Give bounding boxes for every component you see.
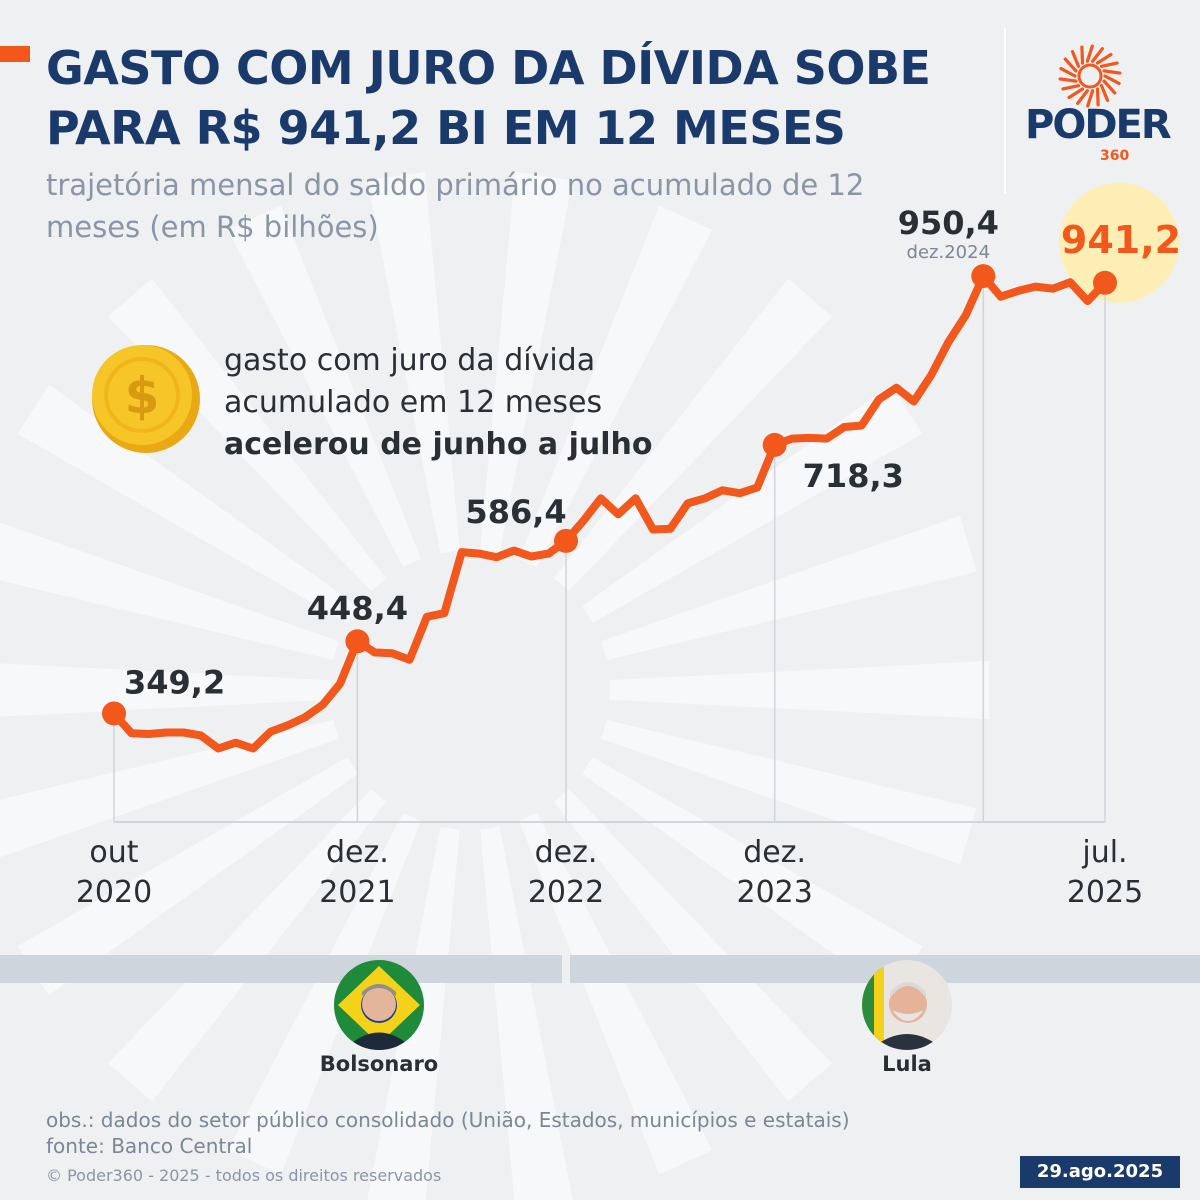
data-label: 941,2: [1061, 218, 1181, 262]
logo-ray: [1103, 74, 1121, 86]
source-note: fonte: Banco Central: [46, 1134, 253, 1158]
x-tick-label: 2022: [528, 875, 604, 910]
logo-ray: [1085, 44, 1094, 63]
chart-notes: obs.: dados do setor público consolidado…: [46, 1107, 850, 1159]
x-tick-label: 2023: [736, 875, 812, 910]
data-label: 718,3: [803, 457, 904, 495]
logo-ray: [1080, 45, 1085, 65]
logo-ray: [1059, 66, 1077, 78]
header-divider: [1004, 28, 1006, 194]
lula-avatar-icon: [862, 960, 952, 1050]
logo-ray: [1058, 77, 1078, 83]
logo-name: PODER: [1025, 102, 1172, 148]
background-ray: [0, 663, 331, 717]
logo-ray: [1063, 57, 1078, 73]
annotation-line-3: acelerou de junho a julho: [224, 427, 653, 462]
x-tick-label: out: [89, 835, 138, 870]
chart-annotation: gasto com juro da dívida acumulado em 12…: [224, 340, 744, 466]
background-ray: [554, 789, 832, 1102]
logo-ray: [1095, 87, 1100, 107]
data-point: [762, 432, 787, 457]
background-ray: [0, 719, 339, 858]
logo-ray: [1102, 69, 1122, 75]
logo-ray: [1095, 52, 1113, 65]
bolsonaro-period-band: [0, 955, 562, 983]
x-tick-label: dez.: [535, 835, 598, 870]
logo-ray: [1091, 47, 1104, 63]
background-ray: [227, 812, 421, 1175]
data-label: 950,4: [898, 204, 999, 242]
data-point: [1093, 270, 1117, 295]
data-point: [971, 264, 996, 289]
background-ray: [227, 205, 421, 568]
background-ray: [108, 789, 386, 1102]
sun-burst-icon: [1058, 44, 1122, 108]
annotation-line-2: acumulado em 12 meses: [224, 385, 603, 420]
logo-ray: [1102, 79, 1117, 95]
logo-ray: [1076, 89, 1089, 105]
bolsonaro-name: Bolsonaro: [319, 1052, 439, 1076]
data-label-sub: dez.2024: [907, 242, 990, 263]
x-tick-label: dez.: [326, 835, 389, 870]
logo-ray: [1099, 61, 1119, 68]
background-ray: [582, 757, 923, 996]
annotation-line-1: gasto com juro da dívida: [224, 343, 596, 378]
background-ray: [0, 522, 339, 661]
background-ray: [17, 384, 358, 623]
page-subtitle: trajetória mensal do saldo primário no a…: [46, 168, 865, 244]
background-ray: [582, 384, 923, 623]
highlight-bubble: [1059, 182, 1179, 303]
logo-ray: [1086, 89, 1095, 108]
background-ray: [367, 171, 460, 554]
data-label: 349,2: [124, 663, 225, 701]
x-tick-label: dez.: [743, 835, 806, 870]
data-point: [102, 701, 126, 726]
background-ray: [519, 812, 713, 1175]
page-title: GASTO COM JURO DA DÍVIDA SOBE PARA R$ 94…: [46, 41, 931, 155]
logo-number: 360: [1100, 148, 1130, 164]
background-ray: [601, 719, 977, 865]
data-point: [345, 629, 370, 654]
lula-name: Lula: [882, 1052, 932, 1076]
publish-date-badge: 29.ago.2025: [1020, 1156, 1180, 1188]
logo-ray: [1061, 84, 1081, 91]
copyright: © Poder360 - 2025 - todos os direitos re…: [46, 1166, 442, 1185]
x-tick-label: 2021: [319, 875, 395, 910]
title-accent-bar: [0, 46, 30, 62]
data-label: 448,4: [307, 589, 408, 627]
series-line: [110, 272, 1109, 753]
logo-ray: [1067, 87, 1085, 100]
x-tick-label: 2025: [1067, 875, 1143, 910]
data-point: [554, 528, 579, 553]
dollar-coin-icon: $: [92, 345, 200, 453]
background-ray: [609, 660, 990, 720]
poder360-logo: PODER 360: [1025, 40, 1172, 170]
background-ray: [601, 515, 977, 661]
x-tick-label: 2020: [76, 875, 152, 910]
logo-ray: [1099, 84, 1110, 102]
obs-note: obs.: dados do setor público consolidado…: [46, 1108, 850, 1132]
bolsonaro-avatar-icon: [334, 960, 424, 1050]
background-ray: [480, 826, 573, 1200]
background-ray: [519, 205, 713, 568]
svg-text:$: $: [125, 367, 160, 425]
data-label: 586,4: [465, 493, 566, 531]
background-ray: [480, 171, 573, 554]
logo-ray: [1070, 50, 1081, 68]
x-tick-label: jul.: [1081, 835, 1127, 870]
background-ray: [17, 757, 358, 996]
